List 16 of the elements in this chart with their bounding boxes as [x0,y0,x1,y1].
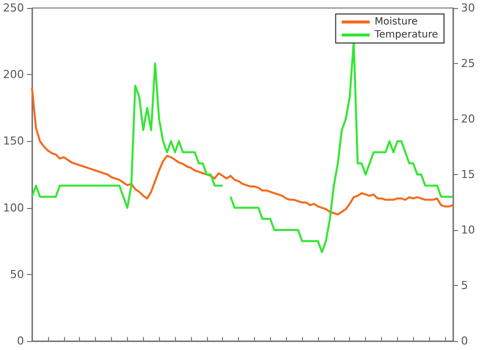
y-tick-label: 250 [2,2,24,14]
y-tick-label: 50 [10,268,24,281]
legend-label: Temperature [374,30,438,40]
y2-tick-label: 5 [461,279,468,292]
y2-tick-label: 15 [461,168,475,181]
y2-tick-label: 20 [461,112,475,126]
legend-label: Moisture [374,16,418,28]
y-tick-label: 0 [16,334,24,348]
y2-tick-label: 0 [461,334,468,348]
y-tick-label: 150 [2,134,24,148]
y2-tick-label: 30 [461,2,475,14]
y2-tick-label: 25 [461,57,475,70]
y2-tick-label: 10 [461,224,475,236]
y-tick-label: 100 [2,201,24,214]
y-tick-label: 200 [2,68,24,82]
line-series [30,86,454,216]
